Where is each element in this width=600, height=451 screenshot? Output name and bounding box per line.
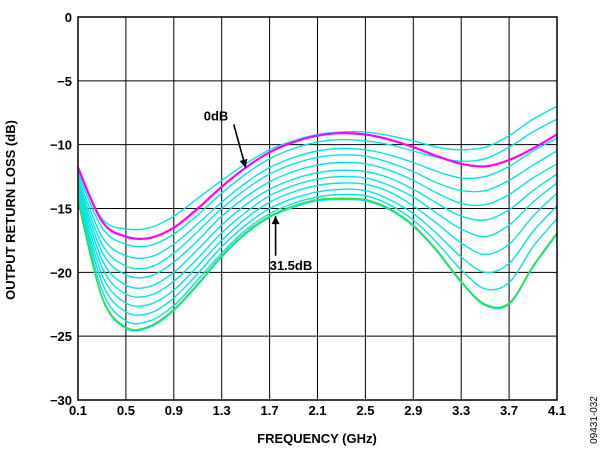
x-tick-label: 1.3 (213, 403, 231, 418)
series-line (76, 132, 558, 240)
y-tick-label: −30 (50, 393, 72, 408)
series-line (77, 137, 558, 260)
series-line (77, 198, 558, 332)
x-tick-label: 3.3 (452, 403, 470, 418)
annotation-arrowhead (239, 158, 248, 168)
series-line (77, 105, 558, 231)
x-tick-label: 0.5 (117, 403, 135, 418)
series-line (77, 193, 558, 325)
x-tick-label: 4.1 (548, 403, 566, 418)
series-line (77, 188, 558, 317)
series-layer (76, 105, 558, 332)
tick-labels: 0.1 0.5 0.9 1.3 1.7 2.1 2.5 2.9 3.3 3.7 4.1 0 −5 −10 −… (50, 10, 566, 418)
series-line (77, 169, 558, 289)
x-tick-label: 1.7 (261, 403, 279, 418)
annotation-label: 31.5dB (270, 258, 313, 273)
y-tick-label: −10 (50, 138, 72, 153)
series-line (77, 161, 558, 279)
y-tick-label: −15 (50, 202, 72, 217)
series-line (77, 150, 558, 270)
annotation-arrowhead (271, 216, 280, 225)
y-tick-label: −20 (50, 265, 72, 280)
annotations: 0dB 31.5dB (204, 108, 313, 272)
y-tick-label: 0 (65, 10, 72, 25)
series-line (77, 118, 558, 248)
x-axis-title: FREQUENCY (GHz) (257, 431, 377, 446)
grid (78, 17, 557, 400)
x-tick-label: 3.7 (500, 403, 518, 418)
plot-frame (77, 16, 558, 401)
y-tick-label: −5 (57, 74, 72, 89)
x-tick-label: 2.5 (356, 403, 374, 418)
x-tick-label: 0.9 (165, 403, 183, 418)
series-line (77, 182, 558, 307)
y-axis-title: OUTPUT RETURN LOSS (dB) (3, 120, 18, 300)
figure-id: 09431-032 (589, 396, 600, 444)
y-tick-label: −25 (50, 329, 72, 344)
series-line (77, 197, 558, 331)
x-tick-label: 2.9 (404, 403, 422, 418)
x-tick-label: 0.1 (69, 403, 87, 418)
x-tick-label: 2.1 (308, 403, 326, 418)
series-line (77, 175, 558, 298)
annotation-label: 0dB (204, 108, 229, 123)
